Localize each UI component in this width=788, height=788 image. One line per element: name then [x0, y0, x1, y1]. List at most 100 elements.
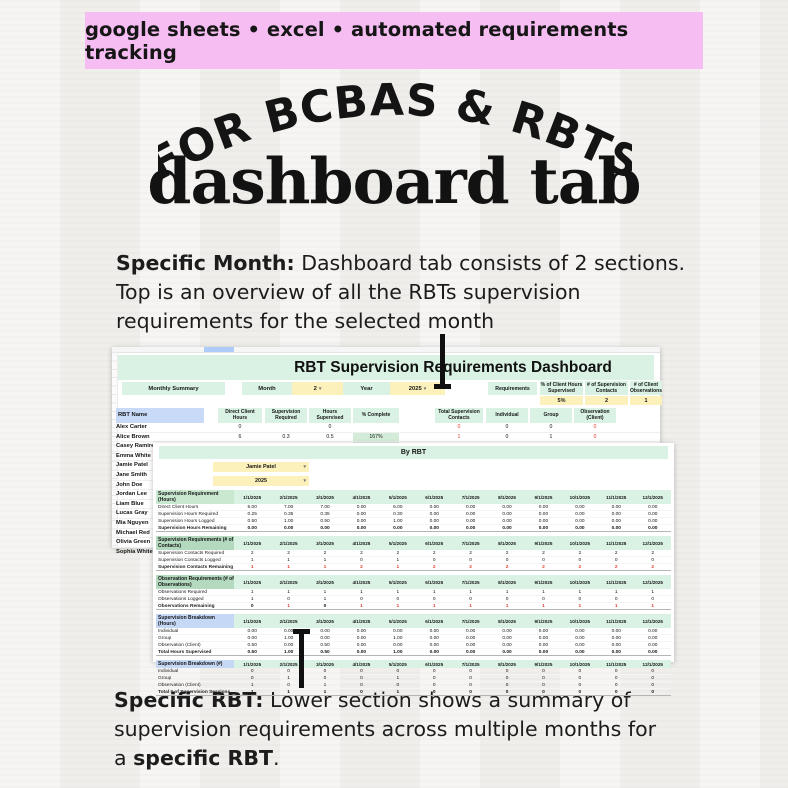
section-table: Supervision Breakdown (#) 1/1/2025 2/1/202… [156, 660, 671, 696]
value-cell: 0 [598, 556, 635, 564]
table-row: Observations Remaining 0 1 0 1 1 1 1 1 1 1 1 1 [156, 602, 671, 610]
by-rbt-year-dropdown[interactable]: 2025 ▾ [213, 476, 309, 486]
value-cell: 0.00 [598, 648, 635, 656]
value-cell: 0.35 [306, 510, 344, 518]
value-cell: 0.00 [306, 634, 344, 642]
value-cell: 0.00 [343, 648, 380, 656]
month-header-cell: 11/1/2025 [598, 536, 635, 550]
value-cell: 1 [634, 602, 671, 610]
row-label: Supervision Contacts Logged [156, 556, 234, 564]
row-label: Observations Remaining [156, 602, 234, 610]
top-description: Specific Month: Dashboard tab consists o… [116, 249, 706, 336]
row-label: Observations Required [156, 589, 234, 596]
value-cell: 1 [525, 589, 562, 596]
month-header-cell: 3/1/2025 [306, 660, 344, 668]
value-cell: 1 [379, 556, 417, 564]
value-cell: 0 [452, 556, 489, 564]
value-cell: 0 [234, 668, 271, 675]
month-header-cell: 5/1/2025 [379, 536, 417, 550]
rbt-name-header: RBT Name [116, 408, 204, 423]
top-description-lead: Specific Month: [116, 251, 295, 275]
rbt-name-cell: Mia Nguyen [116, 519, 149, 526]
value-cell: 0 [452, 668, 489, 675]
by-rbt-year-value: 2025 [255, 478, 267, 484]
value-cell: 0.00 [525, 648, 562, 656]
month-header-cell: 5/1/2025 [379, 614, 417, 628]
row-label: Supervision Contacts Required [156, 550, 234, 557]
value-cell: 2 [598, 563, 635, 571]
sheet2-sections: Supervision Requirement (Hours) 1/1/2025 2… [156, 490, 671, 700]
table-row: Individual 0.00 0.00 0.00 0.00 0.00 0.00 0.00 0.… [156, 628, 671, 635]
value-cell: 2 [416, 550, 453, 557]
value-cell: 0 [488, 681, 526, 689]
direct-client-hours-header: Direct Client Hours [218, 408, 262, 423]
value-cell: 0 [488, 688, 526, 696]
pointer-line-rbt [293, 629, 310, 688]
month-header-cell: 11/1/2025 [598, 490, 635, 504]
table-row: Observation (Client) 1 0 1 0 0 0 0 0 0 0 0 0 [156, 681, 671, 689]
req-header-hours: % of Client Hours Supervised [540, 381, 583, 395]
month-header-cell: 6/1/2025 [416, 614, 453, 628]
value-cell [353, 423, 399, 432]
value-cell: 1 [234, 595, 271, 603]
value-cell: 1 [234, 556, 271, 564]
monthly-summary-label: Monthly Summary [122, 382, 225, 395]
value-cell: 0 [343, 556, 380, 564]
value-cell: 0.00 [525, 634, 562, 642]
month-header-cell: 12/1/2025 [634, 614, 671, 628]
value-cell: 1 [457, 433, 461, 440]
value-cell: 1 [379, 589, 417, 596]
value-cell: 0 [379, 595, 417, 603]
pct-complete-header: % Complete [353, 408, 399, 423]
value-cell: 0.00 [488, 510, 526, 518]
value-cell: 1 [234, 563, 271, 571]
value-cell: 0 [634, 668, 671, 675]
value-cell: 0 [343, 595, 380, 603]
dashboard-title: RBT Supervision Requirements Dashboard [294, 359, 612, 376]
value-cell: 0 [549, 424, 553, 430]
section-header-row: Supervision Breakdown (#) 1/1/2025 2/1/202… [156, 660, 671, 668]
rbt-dropdown[interactable]: Jamie Patel ▾ [213, 462, 309, 472]
value-cell: 0 [416, 595, 453, 603]
month-header-cell: 1/1/2025 [234, 614, 271, 628]
value-cell: 0.00 [598, 504, 635, 511]
rbt-name-cell: Liam Blue [116, 500, 144, 507]
row-label: Total Hours Supervised [156, 648, 234, 656]
dropdown-caret-icon: ▾ [303, 464, 306, 470]
dropdown-caret-icon: ▾ [303, 478, 306, 484]
month-dropdown[interactable]: 2 ▾ [292, 382, 343, 395]
year-dropdown[interactable]: 2025 ▾ [390, 382, 445, 395]
value-cell: 0 [525, 556, 562, 564]
month-header-cell: 4/1/2025 [343, 490, 380, 504]
table-row: Direct Client Hours 5.00 7.00 7.00 0.00 6.00 0… [156, 504, 671, 511]
value-cell: 0 [270, 668, 307, 675]
value-cell: 1 [234, 688, 271, 696]
dropdown-caret-icon: ▾ [318, 385, 322, 392]
value-cell: 0.00 [416, 641, 453, 649]
value-cell: 1 [306, 589, 344, 596]
rbt-name-cell: Alex Carter [116, 424, 147, 430]
month-header-cell: 8/1/2025 [488, 536, 526, 550]
value-cell: 0 [452, 688, 489, 696]
month-header-cell: 7/1/2025 [452, 536, 489, 550]
month-header-cell: 2/1/2025 [270, 614, 307, 628]
value-cell: 0.3 [282, 433, 290, 440]
rbt-name-cell: Olivia Green [116, 539, 151, 546]
observation-client-header: Observation (Client) [574, 408, 616, 423]
requirements-label: Requirements [488, 382, 537, 395]
bottom-description-period: . [272, 746, 280, 770]
month-header-cell: 3/1/2025 [306, 575, 344, 589]
value-cell: 1 [234, 681, 271, 689]
table-row: Alice Brown 6 0.3 0.5 167% 1 0 1 0 [112, 432, 660, 443]
value-cell: 0.00 [561, 628, 599, 635]
value-cell: 2 [525, 563, 562, 571]
section-table: Supervision Requirements (# of Contacts)… [156, 536, 671, 571]
value-cell: 0.00 [561, 524, 599, 532]
value-cell: 1.00 [379, 648, 417, 656]
by-rbt-title: By RBT [159, 446, 668, 459]
rbt-name-cell: Michael Red [116, 529, 150, 536]
group-header: Group [530, 408, 572, 423]
req-header-contacts: # of Supervision Contacts [585, 381, 628, 395]
value-cell: 1 [270, 589, 307, 596]
